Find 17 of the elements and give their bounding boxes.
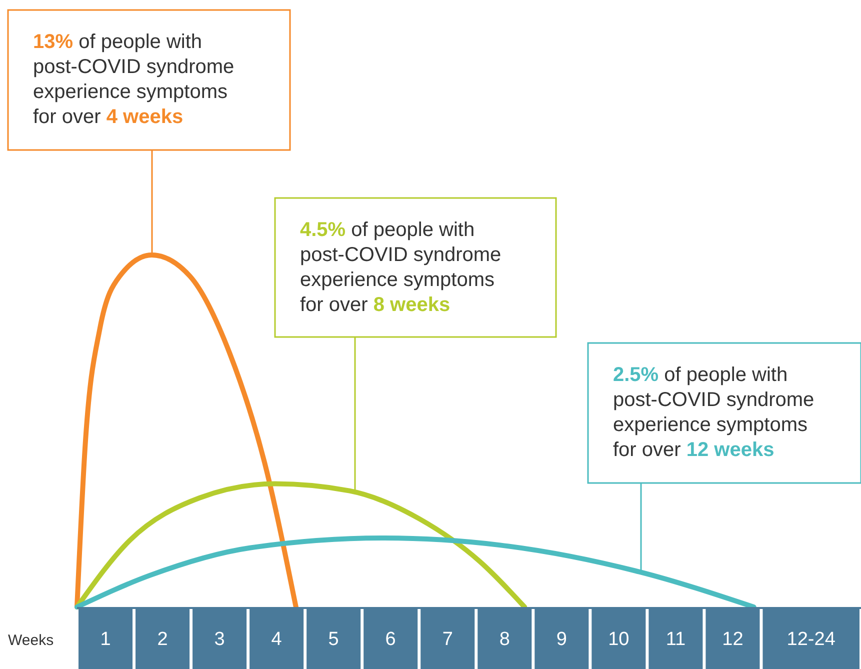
x-tick-label: 12 [722,629,744,650]
x-tick-label: 3 [214,629,225,650]
text: 4.5% of people with post-COVID syndrome experience symptoms for over 8 weeks [300,219,502,316]
x-tick-label: 10 [608,629,630,650]
text: 2.5% of people with post-COVID syndrome experience symptoms for over 12 weeks [613,364,814,461]
x-tick-label: 12-24 [786,629,836,650]
x-tick-label: 9 [556,629,567,650]
x-tick-label: 7 [442,629,453,650]
x-tick-label: 8 [499,629,510,650]
x-tick-label: 2 [157,629,168,650]
x-tick-label: 5 [328,629,339,650]
x-tick-label: 11 [666,629,686,650]
text: 13% of people with post-COVID syndrome experience symptoms for over 4 weeks [33,31,234,128]
x-tick-label: 1 [100,629,111,650]
x-axis-title: Weeks [8,632,54,649]
x-tick-label: 4 [271,629,282,650]
x-tick-label: 6 [385,629,396,650]
